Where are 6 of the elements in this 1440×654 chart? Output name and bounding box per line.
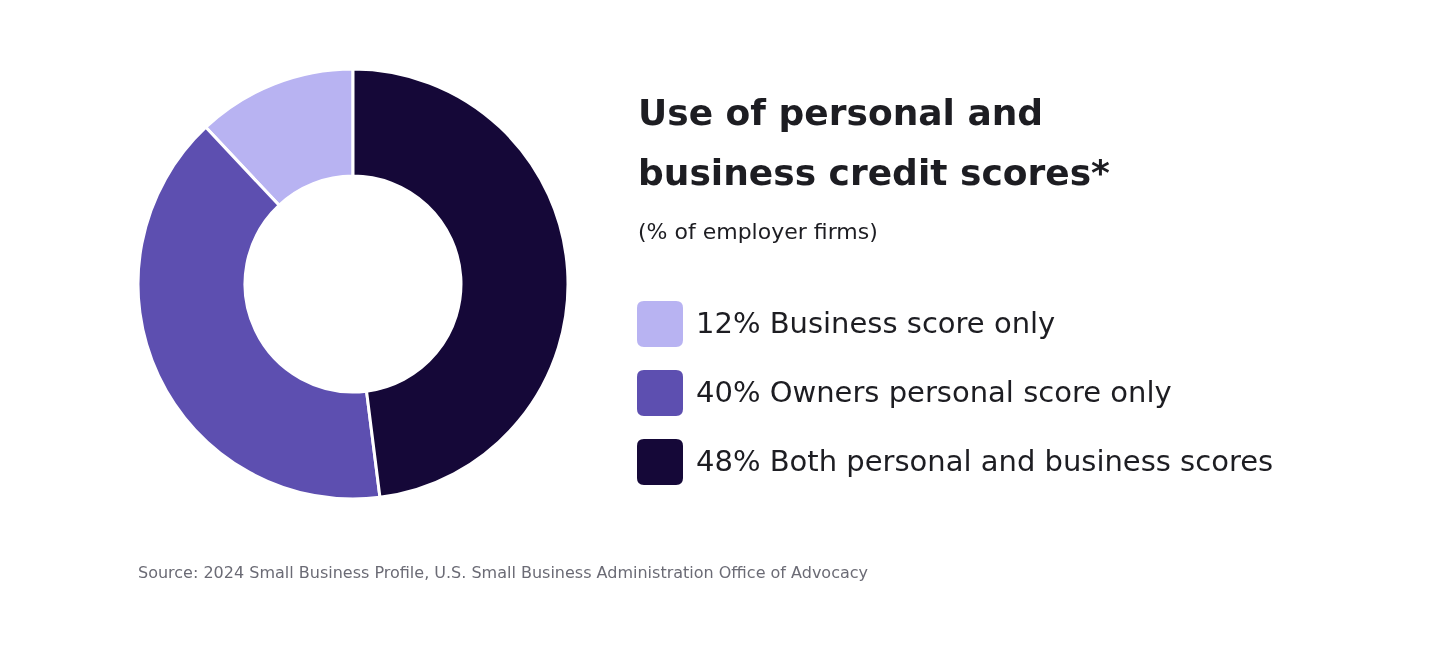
legend-label: 12% Business score only <box>696 306 1056 340</box>
text: (% of employer firms) <box>638 219 878 244</box>
source-note: Source: 2024 Small Business Profile, U.S. Small Business Administration Office of Advocacy <box>138 563 869 582</box>
text: Use of personal and business credit scores* <box>638 92 1111 193</box>
legend-label: 40% Owners personal score only <box>696 375 1172 409</box>
legend-label: 48% Both personal and business scores <box>696 444 1274 478</box>
